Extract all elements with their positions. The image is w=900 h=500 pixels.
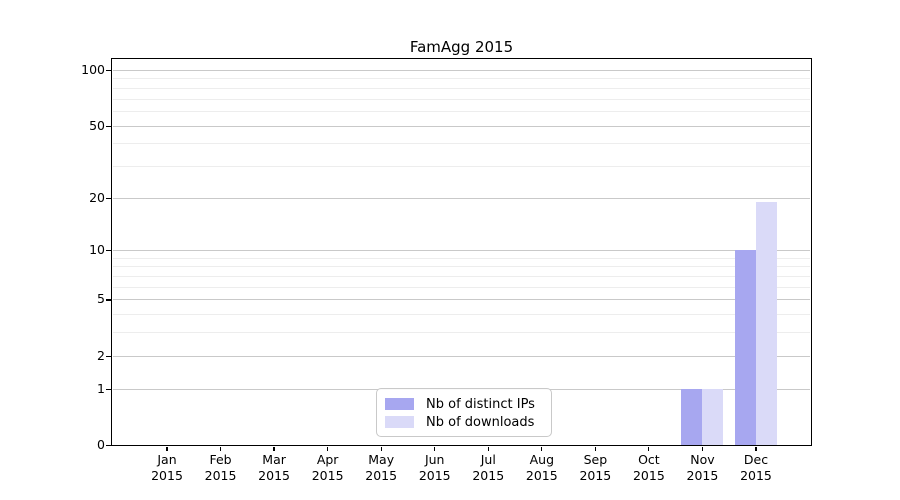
x-tick-year: 2015 xyxy=(686,467,719,483)
x-tick-year: 2015 xyxy=(525,467,558,483)
y-axis-tick-label: 0 xyxy=(97,437,105,452)
minor-gridline xyxy=(113,87,810,89)
bar-downloads-nov[interactable] xyxy=(702,388,724,445)
minor-gridline xyxy=(113,98,810,100)
x-tick-year: 2015 xyxy=(632,467,665,483)
y-tick-mark xyxy=(106,299,111,301)
y-tick-mark xyxy=(106,197,111,199)
bar-downloads-dec[interactable] xyxy=(755,201,777,445)
bar-distinct-ips-dec[interactable] xyxy=(734,250,756,445)
y-axis-tick-label: 1 xyxy=(97,380,105,396)
plot-border-top xyxy=(112,58,811,60)
minor-gridline xyxy=(113,332,810,334)
y-axis-tick-label: 10 xyxy=(89,242,105,258)
minor-gridline xyxy=(113,257,810,259)
legend-swatch-downloads xyxy=(385,415,414,429)
minor-gridline xyxy=(113,143,810,145)
x-tick-month: Apr xyxy=(316,452,339,467)
x-axis-tick-label: Sep 2015 xyxy=(567,452,623,483)
major-gridline xyxy=(113,70,810,71)
x-tick-month: Nov xyxy=(690,452,715,467)
x-tick-mark xyxy=(541,446,543,451)
x-tick-month: Jul xyxy=(480,452,496,467)
chart-title: FamAgg 2015 xyxy=(409,38,514,56)
x-tick-year: 2015 xyxy=(579,467,612,483)
plot-border-left xyxy=(111,58,113,446)
y-tick-mark xyxy=(106,355,111,357)
x-tick-month: Oct xyxy=(638,452,660,467)
x-tick-mark xyxy=(594,446,596,451)
x-axis-tick-label: Apr 2015 xyxy=(300,452,356,483)
legend-label-distinct-ips: Nb of distinct IPs xyxy=(426,396,535,412)
x-tick-month: Feb xyxy=(209,452,232,467)
x-tick-month: Jun xyxy=(424,452,445,467)
major-gridline xyxy=(113,250,810,252)
x-tick-year: 2015 xyxy=(418,467,451,483)
minor-gridline xyxy=(113,78,810,80)
x-tick-mark xyxy=(755,446,757,451)
bar-distinct-ips-nov[interactable] xyxy=(681,388,703,445)
x-axis-tick-label: Feb 2015 xyxy=(193,452,249,483)
x-tick-mark xyxy=(327,446,329,451)
y-tick-mark xyxy=(106,250,111,252)
minor-gridline xyxy=(113,165,810,167)
x-tick-month: Sep xyxy=(583,452,608,467)
x-axis-tick-label: Aug 2015 xyxy=(514,452,570,483)
x-tick-month: Dec xyxy=(743,452,769,467)
minor-gridline xyxy=(113,286,810,288)
y-tick-mark xyxy=(106,70,111,72)
x-axis-tick-label: Oct 2015 xyxy=(621,452,677,483)
x-axis-tick-label: Nov 2015 xyxy=(674,452,730,483)
y-axis-tick-label: 2 xyxy=(97,347,105,363)
legend-item-distinct-ips: Nb of distinct IPs xyxy=(385,395,551,413)
minor-gridline xyxy=(113,276,810,278)
x-tick-mark xyxy=(380,446,382,451)
x-tick-year: 2015 xyxy=(204,467,237,483)
legend-label-downloads: Nb of downloads xyxy=(426,414,535,430)
x-tick-mark xyxy=(166,446,168,451)
major-gridline xyxy=(113,197,810,199)
major-gridline xyxy=(113,299,810,301)
x-axis-tick-label: Dec 2015 xyxy=(728,452,784,483)
major-gridline xyxy=(113,125,810,127)
y-axis-tick-label: 100 xyxy=(81,62,105,77)
x-axis-tick-label: Jun 2015 xyxy=(407,452,463,483)
legend-swatch-distinct-ips xyxy=(385,397,414,411)
x-axis-tick-label: Jul 2015 xyxy=(460,452,516,483)
minor-gridline xyxy=(113,266,810,268)
x-tick-month: Mar xyxy=(262,452,286,467)
x-tick-year: 2015 xyxy=(311,467,344,483)
x-tick-year: 2015 xyxy=(258,467,290,483)
major-gridline xyxy=(113,355,810,357)
legend: Nb of distinct IPs Nb of downloads xyxy=(376,388,552,437)
plot-border-right xyxy=(811,58,813,446)
minor-gridline xyxy=(113,314,810,316)
x-tick-year: 2015 xyxy=(472,467,505,483)
x-tick-year: 2015 xyxy=(365,467,398,483)
x-tick-mark xyxy=(273,446,275,451)
x-tick-year: 2015 xyxy=(740,467,772,483)
x-axis-tick-label: Mar 2015 xyxy=(246,452,302,483)
x-axis-tick-label: Jan 2015 xyxy=(139,452,195,483)
x-tick-mark xyxy=(434,446,436,451)
x-tick-mark xyxy=(648,446,650,451)
x-axis-tick-label: May 2015 xyxy=(353,452,409,483)
y-tick-mark xyxy=(106,388,111,390)
y-axis-tick-label: 20 xyxy=(89,189,105,205)
x-tick-mark xyxy=(487,446,489,451)
x-tick-year: 2015 xyxy=(151,467,183,483)
y-tick-mark xyxy=(106,445,111,447)
y-axis-tick-label: 50 xyxy=(89,117,105,133)
x-tick-month: May xyxy=(368,452,395,467)
x-tick-mark xyxy=(219,446,222,451)
minor-gridline xyxy=(113,110,810,112)
y-tick-mark xyxy=(106,125,111,127)
x-tick-mark xyxy=(701,446,704,451)
legend-item-downloads: Nb of downloads xyxy=(385,413,551,431)
x-tick-month: Aug xyxy=(529,452,555,467)
y-axis-tick-label: 5 xyxy=(97,291,105,307)
x-tick-month: Jan xyxy=(157,452,177,467)
plot-border-bottom xyxy=(112,445,812,447)
